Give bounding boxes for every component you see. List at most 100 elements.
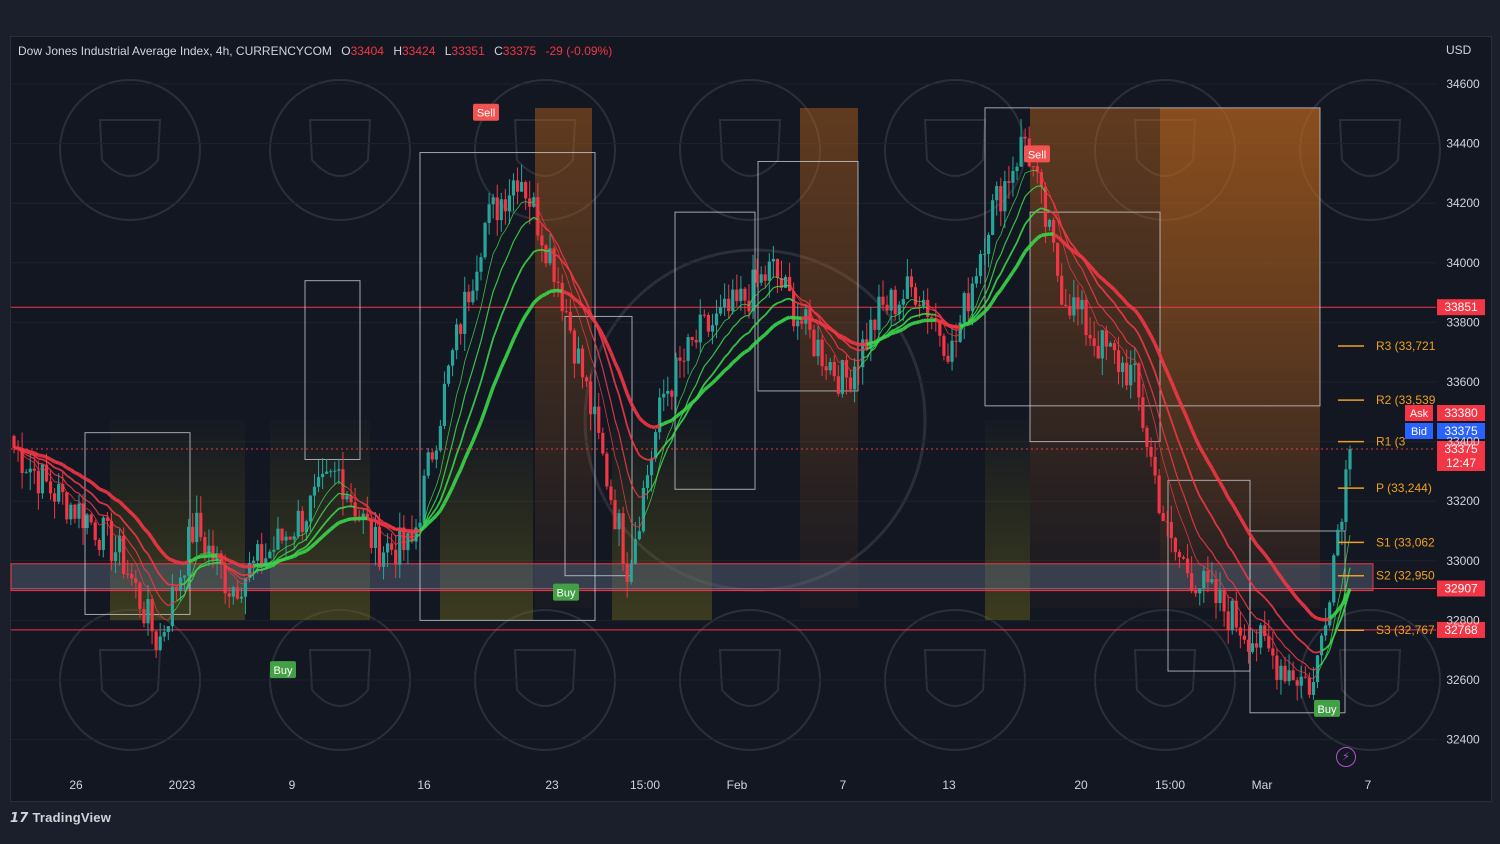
candle[interactable]	[723, 283, 727, 317]
candle[interactable]	[718, 294, 723, 317]
candle[interactable]	[601, 427, 605, 456]
candle[interactable]	[881, 280, 885, 312]
candle[interactable]	[593, 396, 597, 424]
candle[interactable]	[459, 322, 463, 345]
candle[interactable]	[260, 532, 264, 574]
candle[interactable]	[560, 274, 564, 321]
candle[interactable]	[40, 464, 45, 499]
candle[interactable]	[649, 450, 654, 492]
candle[interactable]	[1145, 425, 1149, 458]
candle[interactable]	[113, 536, 118, 574]
candle[interactable]	[1104, 325, 1108, 361]
candle[interactable]	[629, 559, 633, 585]
candle[interactable]	[1295, 677, 1299, 701]
candle[interactable]	[852, 358, 857, 403]
candle[interactable]	[1340, 518, 1344, 546]
candle[interactable]	[1149, 437, 1153, 467]
candle[interactable]	[446, 364, 451, 387]
buy-signal[interactable]: Buy	[553, 583, 579, 601]
candle[interactable]	[61, 471, 65, 505]
candle[interactable]	[986, 232, 991, 268]
candle[interactable]	[857, 361, 861, 385]
candle[interactable]	[499, 192, 503, 232]
candle[interactable]	[138, 581, 142, 618]
candle[interactable]	[1190, 556, 1194, 594]
candle[interactable]	[641, 480, 646, 534]
candle[interactable]	[333, 461, 337, 485]
candle[interactable]	[674, 352, 678, 414]
candle[interactable]	[1165, 510, 1169, 537]
candle[interactable]	[406, 532, 410, 565]
candle[interactable]	[292, 532, 296, 550]
candle[interactable]	[1246, 625, 1251, 664]
candle[interactable]	[329, 468, 333, 478]
candle[interactable]	[24, 469, 28, 474]
candle[interactable]	[126, 559, 130, 579]
candle[interactable]	[568, 298, 572, 334]
candle[interactable]	[1283, 656, 1287, 684]
candle[interactable]	[1234, 591, 1238, 633]
candle[interactable]	[251, 556, 256, 580]
candle[interactable]	[467, 284, 471, 312]
candle[interactable]	[1344, 459, 1348, 532]
candle[interactable]	[812, 324, 816, 357]
candle[interactable]	[1328, 600, 1332, 629]
candle[interactable]	[515, 167, 520, 205]
candle[interactable]	[1056, 242, 1060, 282]
candle[interactable]	[1348, 445, 1352, 487]
candle[interactable]	[731, 279, 735, 315]
candle[interactable]	[162, 625, 166, 642]
candle[interactable]	[154, 629, 158, 658]
candle[interactable]	[195, 495, 199, 557]
candle[interactable]	[503, 188, 507, 225]
candle[interactable]	[832, 355, 836, 381]
candle[interactable]	[53, 487, 57, 519]
candle[interactable]	[239, 587, 244, 603]
candle[interactable]	[174, 586, 179, 600]
candle[interactable]	[1202, 565, 1206, 603]
candle[interactable]	[625, 552, 629, 598]
candle[interactable]	[463, 276, 467, 351]
candle[interactable]	[702, 309, 706, 318]
candle[interactable]	[1319, 633, 1324, 665]
candle[interactable]	[605, 451, 609, 490]
candle[interactable]	[828, 357, 832, 375]
candle[interactable]	[580, 344, 585, 389]
lightning-icon[interactable]: ⚡	[1336, 747, 1356, 767]
candle[interactable]	[767, 253, 771, 298]
candle[interactable]	[982, 238, 987, 265]
candle[interactable]	[361, 508, 365, 535]
candle[interactable]	[134, 570, 138, 599]
candle[interactable]	[243, 577, 248, 615]
candle[interactable]	[1047, 218, 1052, 231]
candle[interactable]	[117, 529, 122, 566]
candle[interactable]	[1218, 572, 1222, 612]
candle[interactable]	[694, 329, 698, 349]
candle[interactable]	[1064, 288, 1068, 307]
candle[interactable]	[1311, 666, 1316, 700]
candle[interactable]	[589, 373, 593, 431]
candle[interactable]	[1263, 611, 1267, 641]
candle[interactable]	[325, 458, 329, 475]
candle[interactable]	[1157, 468, 1161, 515]
candle[interactable]	[978, 250, 983, 284]
candle[interactable]	[1271, 631, 1275, 670]
candle[interactable]	[16, 440, 20, 462]
candle[interactable]	[735, 274, 739, 307]
candle[interactable]	[438, 419, 442, 453]
candle[interactable]	[475, 255, 479, 301]
currency-label[interactable]: USD	[1446, 43, 1472, 57]
candle[interactable]	[917, 296, 922, 318]
candle[interactable]	[1181, 555, 1186, 560]
candle[interactable]	[1100, 329, 1104, 376]
candle[interactable]	[1108, 341, 1113, 347]
candle[interactable]	[714, 299, 719, 339]
candle[interactable]	[759, 266, 763, 286]
buy-signal[interactable]: Buy	[270, 661, 296, 679]
candle[interactable]	[897, 301, 901, 321]
candle[interactable]	[381, 546, 386, 580]
candle[interactable]	[548, 234, 552, 266]
candle[interactable]	[495, 184, 499, 236]
candle[interactable]	[584, 375, 589, 387]
candle[interactable]	[991, 194, 995, 236]
